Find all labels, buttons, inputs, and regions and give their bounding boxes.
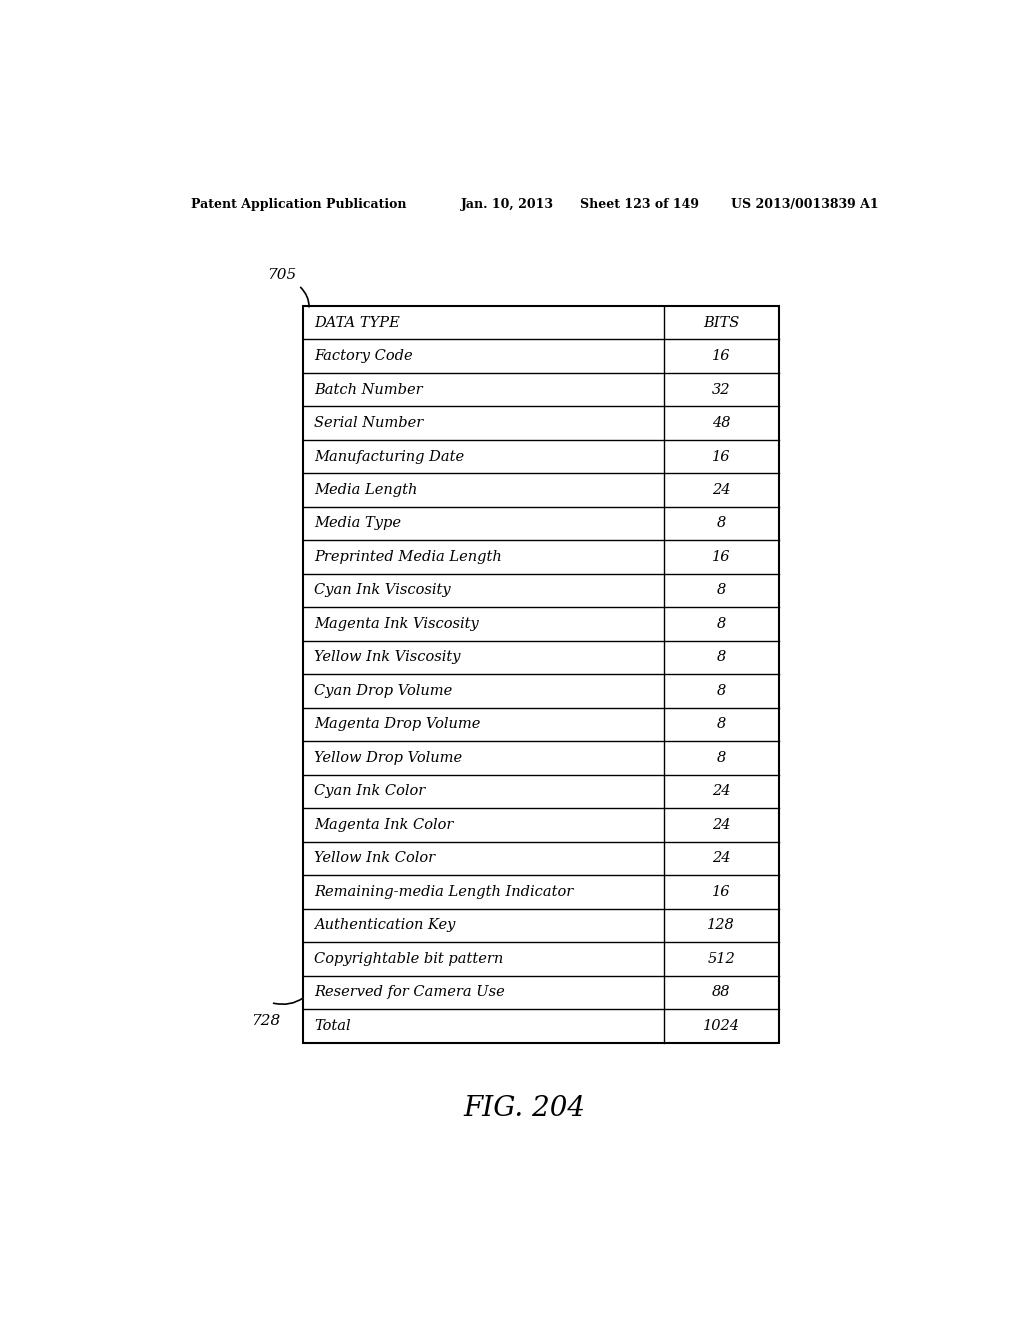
- Text: 1024: 1024: [702, 1019, 739, 1034]
- Text: Batch Number: Batch Number: [314, 383, 423, 396]
- Text: Magenta Ink Viscosity: Magenta Ink Viscosity: [314, 616, 479, 631]
- Text: 48: 48: [712, 416, 730, 430]
- Text: 8: 8: [717, 684, 726, 698]
- FancyArrowPatch shape: [301, 288, 309, 306]
- Text: 8: 8: [717, 583, 726, 598]
- Text: Authentication Key: Authentication Key: [314, 919, 456, 932]
- Text: 16: 16: [712, 884, 730, 899]
- Text: Reserved for Camera Use: Reserved for Camera Use: [314, 986, 505, 999]
- Text: US 2013/0013839 A1: US 2013/0013839 A1: [731, 198, 879, 211]
- Text: Total: Total: [314, 1019, 351, 1034]
- Text: 24: 24: [712, 818, 730, 832]
- Text: 24: 24: [712, 851, 730, 866]
- Text: 16: 16: [712, 348, 730, 363]
- Text: 8: 8: [717, 651, 726, 664]
- Text: Jan. 10, 2013: Jan. 10, 2013: [461, 198, 554, 211]
- Text: 16: 16: [712, 550, 730, 564]
- Text: Magenta Ink Color: Magenta Ink Color: [314, 818, 454, 832]
- Text: Cyan Drop Volume: Cyan Drop Volume: [314, 684, 453, 698]
- Text: DATA TYPE: DATA TYPE: [314, 315, 400, 330]
- Bar: [303, 306, 778, 1043]
- Text: 88: 88: [712, 986, 730, 999]
- Text: Sheet 123 of 149: Sheet 123 of 149: [581, 198, 699, 211]
- Text: Remaining-media Length Indicator: Remaining-media Length Indicator: [314, 884, 573, 899]
- Text: Yellow Drop Volume: Yellow Drop Volume: [314, 751, 463, 766]
- Text: Cyan Ink Color: Cyan Ink Color: [314, 784, 426, 799]
- Text: 8: 8: [717, 718, 726, 731]
- Text: Manufacturing Date: Manufacturing Date: [314, 450, 465, 463]
- Text: Preprinted Media Length: Preprinted Media Length: [314, 550, 502, 564]
- Text: 24: 24: [712, 483, 730, 498]
- Text: 24: 24: [712, 784, 730, 799]
- Text: Media Length: Media Length: [314, 483, 418, 498]
- Text: 32: 32: [712, 383, 730, 396]
- Text: BITS: BITS: [703, 315, 739, 330]
- Text: Serial Number: Serial Number: [314, 416, 424, 430]
- Text: 512: 512: [708, 952, 735, 966]
- Text: Media Type: Media Type: [314, 516, 401, 531]
- Text: Magenta Drop Volume: Magenta Drop Volume: [314, 718, 481, 731]
- Text: Patent Application Publication: Patent Application Publication: [191, 198, 407, 211]
- Text: FIG. 204: FIG. 204: [464, 1096, 586, 1122]
- Text: Cyan Ink Viscosity: Cyan Ink Viscosity: [314, 583, 452, 598]
- Text: 728: 728: [251, 1014, 281, 1028]
- Text: 16: 16: [712, 450, 730, 463]
- Text: Yellow Ink Viscosity: Yellow Ink Viscosity: [314, 651, 461, 664]
- Text: Yellow Ink Color: Yellow Ink Color: [314, 851, 435, 866]
- FancyArrowPatch shape: [273, 998, 303, 1005]
- Text: 8: 8: [717, 616, 726, 631]
- Text: Copyrightable bit pattern: Copyrightable bit pattern: [314, 952, 504, 966]
- Text: 128: 128: [708, 919, 735, 932]
- Text: 8: 8: [717, 751, 726, 766]
- Text: Factory Code: Factory Code: [314, 348, 413, 363]
- Text: 705: 705: [267, 268, 296, 282]
- Text: 8: 8: [717, 516, 726, 531]
